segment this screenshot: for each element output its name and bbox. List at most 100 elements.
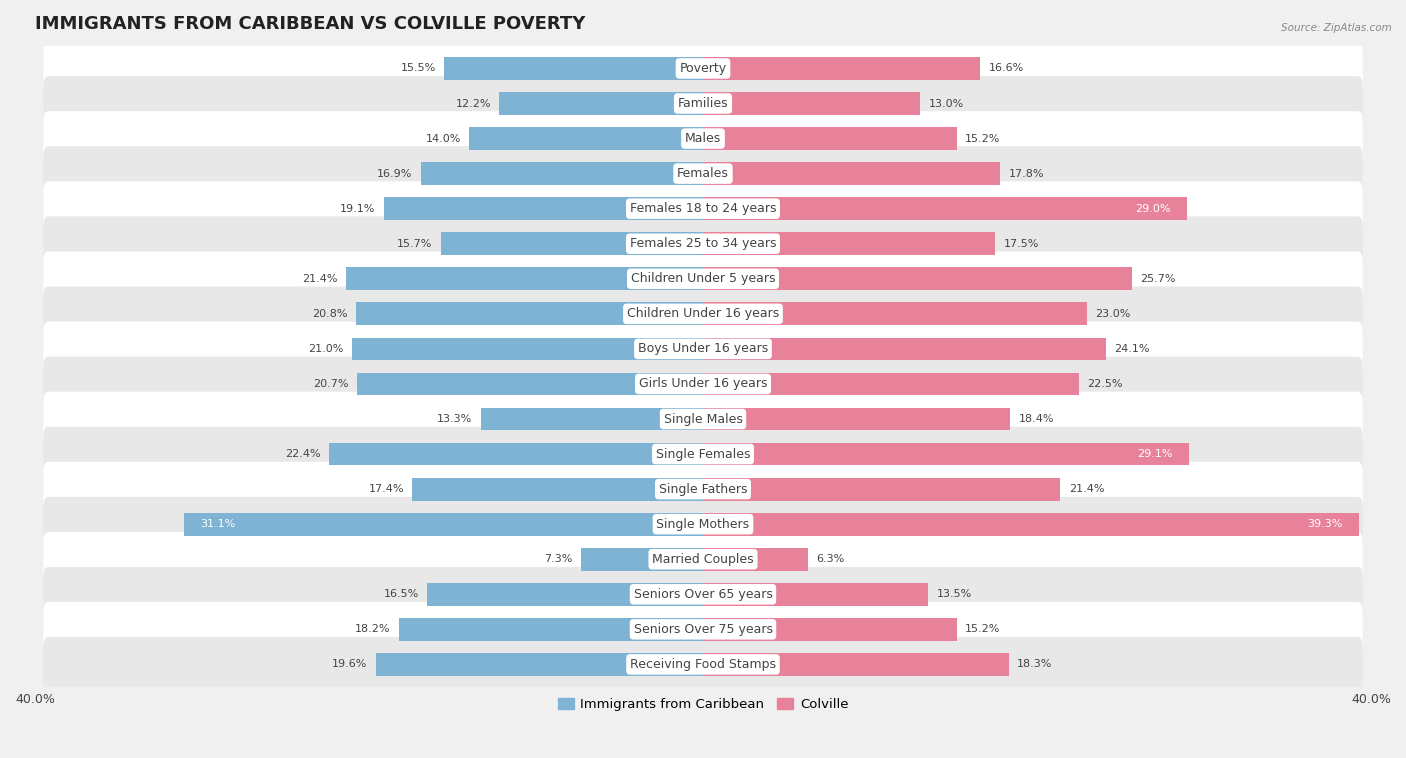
Bar <box>703 233 995 255</box>
FancyBboxPatch shape <box>44 252 1362 306</box>
FancyBboxPatch shape <box>44 496 1362 552</box>
Text: 12.2%: 12.2% <box>456 99 491 108</box>
Text: Families: Families <box>678 97 728 110</box>
Text: 15.2%: 15.2% <box>965 625 1001 634</box>
Text: 29.0%: 29.0% <box>1135 204 1171 214</box>
Text: Single Fathers: Single Fathers <box>659 483 747 496</box>
Bar <box>703 478 1060 500</box>
Text: IMMIGRANTS FROM CARIBBEAN VS COLVILLE POVERTY: IMMIGRANTS FROM CARIBBEAN VS COLVILLE PO… <box>35 15 585 33</box>
Text: 17.4%: 17.4% <box>368 484 404 494</box>
FancyBboxPatch shape <box>44 41 1362 96</box>
Text: Single Mothers: Single Mothers <box>657 518 749 531</box>
Bar <box>399 618 703 641</box>
Text: Married Couples: Married Couples <box>652 553 754 565</box>
Bar <box>703 408 1011 431</box>
Bar <box>412 478 703 500</box>
Bar <box>703 512 1360 536</box>
Text: 13.5%: 13.5% <box>936 589 972 600</box>
Bar <box>353 337 703 360</box>
Text: 7.3%: 7.3% <box>544 554 572 564</box>
Text: 18.4%: 18.4% <box>1019 414 1054 424</box>
Bar <box>384 197 703 220</box>
Bar <box>703 548 808 571</box>
Bar <box>703 268 1132 290</box>
Legend: Immigrants from Caribbean, Colville: Immigrants from Caribbean, Colville <box>553 692 853 716</box>
Bar <box>703 583 928 606</box>
Text: 15.5%: 15.5% <box>401 64 436 74</box>
Text: 16.9%: 16.9% <box>377 168 412 179</box>
Bar <box>346 268 703 290</box>
FancyBboxPatch shape <box>44 181 1362 236</box>
Text: Source: ZipAtlas.com: Source: ZipAtlas.com <box>1281 23 1392 33</box>
Text: 20.8%: 20.8% <box>312 309 347 319</box>
FancyBboxPatch shape <box>44 567 1362 622</box>
Text: Seniors Over 75 years: Seniors Over 75 years <box>634 623 772 636</box>
Text: 31.1%: 31.1% <box>200 519 236 529</box>
Bar <box>703 337 1105 360</box>
Bar <box>470 127 703 150</box>
Text: Children Under 16 years: Children Under 16 years <box>627 307 779 321</box>
Text: Males: Males <box>685 132 721 145</box>
Text: Females: Females <box>678 167 728 180</box>
Text: 15.2%: 15.2% <box>965 133 1001 143</box>
Bar <box>329 443 703 465</box>
Bar <box>703 302 1087 325</box>
FancyBboxPatch shape <box>44 287 1362 341</box>
Bar <box>444 57 703 80</box>
Text: 19.6%: 19.6% <box>332 659 367 669</box>
FancyBboxPatch shape <box>44 427 1362 481</box>
Bar <box>703 443 1189 465</box>
FancyBboxPatch shape <box>44 637 1362 692</box>
Text: 15.7%: 15.7% <box>396 239 433 249</box>
Bar <box>441 233 703 255</box>
Text: 18.3%: 18.3% <box>1017 659 1052 669</box>
Text: Poverty: Poverty <box>679 62 727 75</box>
FancyBboxPatch shape <box>44 146 1362 201</box>
Bar <box>581 548 703 571</box>
Bar <box>357 372 703 396</box>
Text: Single Males: Single Males <box>664 412 742 425</box>
Text: Females 18 to 24 years: Females 18 to 24 years <box>630 202 776 215</box>
Text: 22.4%: 22.4% <box>285 449 321 459</box>
FancyBboxPatch shape <box>44 111 1362 166</box>
Text: 39.3%: 39.3% <box>1308 519 1343 529</box>
Bar <box>481 408 703 431</box>
Text: 17.8%: 17.8% <box>1008 168 1045 179</box>
Text: 21.4%: 21.4% <box>302 274 337 283</box>
Bar <box>703 57 980 80</box>
Text: 19.1%: 19.1% <box>340 204 375 214</box>
Bar <box>703 197 1187 220</box>
Text: Girls Under 16 years: Girls Under 16 years <box>638 377 768 390</box>
Bar <box>499 92 703 115</box>
Bar <box>356 302 703 325</box>
Text: 6.3%: 6.3% <box>817 554 845 564</box>
Text: Children Under 5 years: Children Under 5 years <box>631 272 775 285</box>
FancyBboxPatch shape <box>44 462 1362 516</box>
Text: 13.3%: 13.3% <box>437 414 472 424</box>
Bar <box>703 618 957 641</box>
Text: Boys Under 16 years: Boys Under 16 years <box>638 343 768 356</box>
Text: 13.0%: 13.0% <box>928 99 963 108</box>
Bar <box>420 162 703 185</box>
Text: Seniors Over 65 years: Seniors Over 65 years <box>634 587 772 601</box>
Text: 22.5%: 22.5% <box>1087 379 1122 389</box>
Text: 23.0%: 23.0% <box>1095 309 1130 319</box>
Text: 16.5%: 16.5% <box>384 589 419 600</box>
Bar <box>375 653 703 676</box>
Text: 18.2%: 18.2% <box>356 625 391 634</box>
Text: 21.4%: 21.4% <box>1069 484 1104 494</box>
Bar <box>703 372 1078 396</box>
Text: 17.5%: 17.5% <box>1004 239 1039 249</box>
FancyBboxPatch shape <box>44 532 1362 587</box>
FancyBboxPatch shape <box>44 356 1362 412</box>
Text: 29.1%: 29.1% <box>1137 449 1173 459</box>
Text: 25.7%: 25.7% <box>1140 274 1175 283</box>
Text: 14.0%: 14.0% <box>426 133 461 143</box>
Bar <box>703 653 1008 676</box>
Text: Females 25 to 34 years: Females 25 to 34 years <box>630 237 776 250</box>
Bar <box>703 92 920 115</box>
FancyBboxPatch shape <box>44 602 1362 656</box>
Text: 24.1%: 24.1% <box>1114 344 1149 354</box>
Text: Receiving Food Stamps: Receiving Food Stamps <box>630 658 776 671</box>
Bar <box>427 583 703 606</box>
